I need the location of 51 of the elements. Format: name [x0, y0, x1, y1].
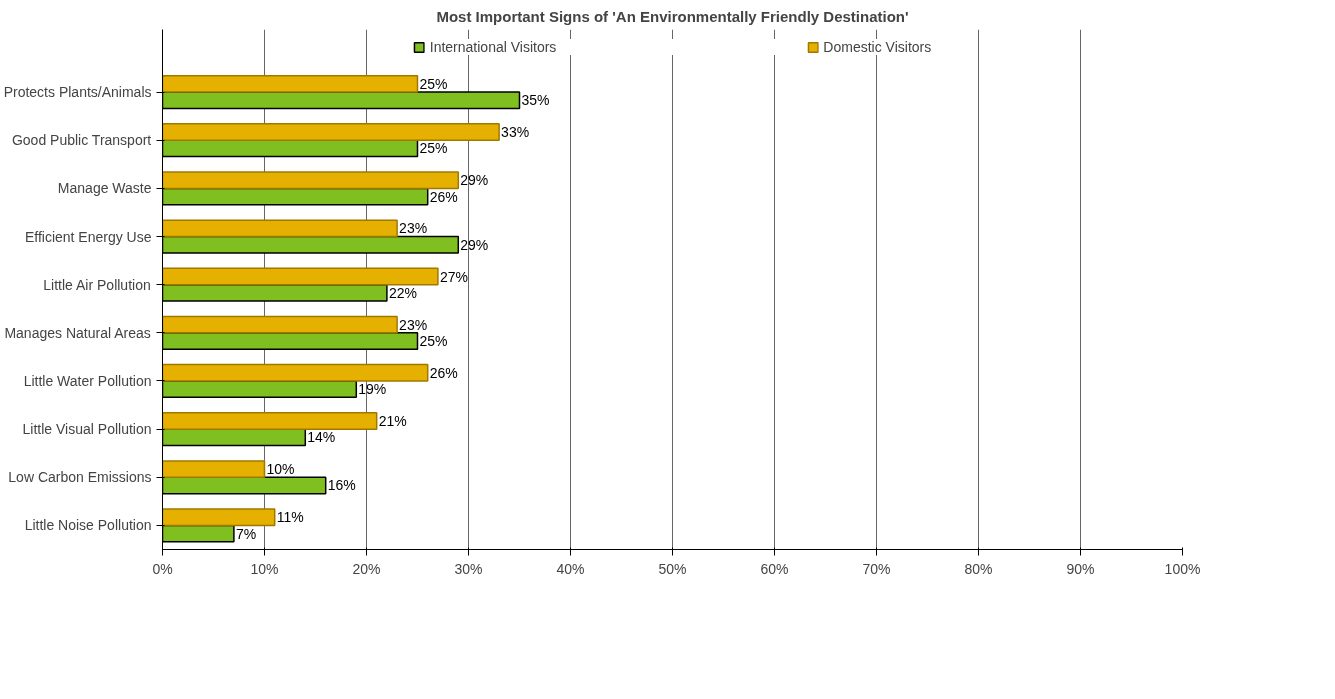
data-label: 33% — [501, 124, 530, 141]
legend-label: International Visitors — [429, 39, 557, 55]
bar — [162, 315, 398, 334]
x-tick-label: 90% — [1066, 560, 1095, 577]
bar — [162, 171, 460, 190]
bar — [162, 123, 500, 141]
x-tick-label: 70% — [862, 560, 891, 577]
data-label: 23% — [399, 220, 428, 237]
y-tick-label: Protects Plants/Animals — [3, 84, 152, 101]
data-label: 16% — [327, 477, 356, 494]
x-tick-label: 0% — [152, 560, 173, 577]
y-tick-label: Little Air Pollution — [43, 276, 151, 293]
data-label: 25% — [419, 333, 448, 350]
legend-label: Domestic Visitors — [823, 39, 932, 55]
y-tick-label: Efficient Energy Use — [24, 228, 152, 245]
bar — [162, 74, 419, 93]
data-label: 26% — [429, 364, 458, 381]
bar — [162, 412, 378, 430]
chart-title: Most Important Signs of 'An Environmentally Friendly Destination' — [436, 7, 909, 25]
y-tick-label: Little Water Pollution — [23, 372, 152, 389]
x-tick-label: 50% — [658, 560, 687, 577]
data-label: 21% — [378, 412, 407, 429]
y-tick-label: Manages Natural Areas — [4, 324, 151, 341]
data-label: 23% — [399, 316, 428, 333]
data-label: 25% — [419, 75, 448, 92]
data-label: 10% — [266, 461, 295, 478]
bar — [162, 219, 398, 238]
y-tick-label: Good Public Transport — [11, 132, 152, 149]
x-tick-label: 60% — [760, 560, 789, 577]
data-label: 26% — [429, 188, 458, 205]
data-label: 7% — [235, 525, 257, 542]
data-label: 27% — [439, 268, 468, 285]
y-tick-label: Manage Waste — [57, 180, 152, 197]
bar — [162, 363, 429, 382]
x-tick-label: 40% — [556, 560, 585, 577]
data-label: 14% — [307, 429, 336, 446]
data-label: 25% — [419, 140, 448, 157]
bar — [162, 267, 439, 286]
y-tick-label: Little Noise Pollution — [24, 517, 152, 534]
x-tick-label: 20% — [352, 560, 381, 577]
data-label: 22% — [388, 284, 417, 301]
bar — [162, 460, 266, 479]
y-tick-label: Little Visual Pollution — [22, 421, 152, 438]
x-tick-label: 30% — [454, 560, 483, 577]
x-tick-label: 80% — [964, 560, 993, 577]
data-label: 35% — [521, 92, 550, 109]
x-tick-label: 10% — [250, 560, 279, 577]
x-tick-label: 100% — [1164, 560, 1201, 577]
data-label: 11% — [276, 509, 304, 526]
bar — [162, 508, 276, 527]
y-tick-label: Low Carbon Emissions — [8, 469, 152, 486]
